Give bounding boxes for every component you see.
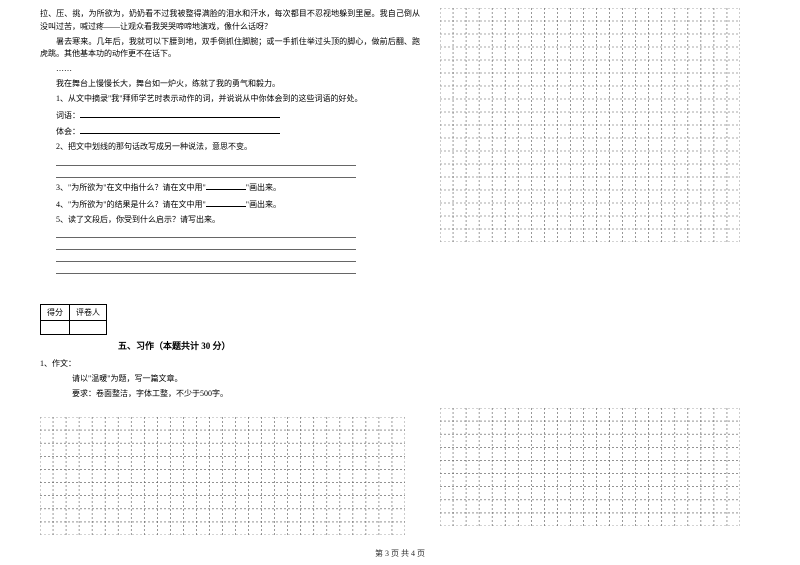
answer-line	[56, 228, 356, 238]
q1-feeling: 体会：	[40, 124, 420, 139]
right-column	[440, 8, 750, 535]
question-5: 5、读了文段后，你受到什么启示？请写出来。	[40, 214, 420, 227]
passage-p3: ……	[40, 63, 420, 76]
score-cell	[41, 321, 70, 335]
left-column: 拉、压、挑，为所欲为，奶奶看不过我被整得满脸的泪水和汗水，每次都目不忍视地躲到里…	[40, 8, 420, 535]
answer-line	[56, 252, 356, 262]
blank-line	[80, 108, 280, 118]
wave-mark	[206, 197, 246, 207]
score-label: 得分	[41, 305, 70, 321]
section-5-title: 五、习作（本题共计 30 分）	[118, 339, 420, 352]
q1-label1: 词语：	[56, 111, 80, 120]
writing-grid-bottom-right	[440, 408, 750, 526]
writing-grid-bottom-left	[40, 417, 420, 535]
passage-p2: 暑去寒来。几年后，我就可以下腰到地，双手倒抓住脚腕；或一手抓住举过头顶的脚心，做…	[40, 36, 420, 62]
passage-p4: 我在舞台上慢慢长大，舞台如一炉火，练就了我的勇气和毅力。	[40, 78, 420, 91]
q1-words: 词语：	[40, 108, 420, 123]
answer-line	[56, 156, 356, 166]
page-footer: 第 3 页 共 4 页	[0, 548, 800, 559]
question-4: 4、"为所欲为"的结果是什么？请在文中用""画出来。	[40, 197, 420, 212]
q1-label2: 体会：	[56, 127, 80, 136]
reviewer-label: 评卷人	[70, 305, 107, 321]
question-1: 1、从文中摘录"我"拜师学艺时表示动作的词，并说说从中你体会到的这些词语的好处。	[40, 93, 420, 106]
blank-line	[80, 124, 280, 134]
question-3: 3、"为所欲为"在文中指什么？请在文中用""画出来。	[40, 180, 420, 195]
answer-line	[56, 264, 356, 274]
score-box: 得分 评卷人	[40, 304, 420, 335]
composition-item: 1、作文：	[40, 358, 420, 371]
passage-p1: 拉、压、挑，为所欲为，奶奶看不过我被整得满脸的泪水和汗水，每次都目不忍视地躲到里…	[40, 8, 420, 34]
reviewer-cell	[70, 321, 107, 335]
writing-grid-top-right	[440, 8, 750, 242]
composition-req1: 请以"温暖"为题，写一篇文章。	[40, 373, 420, 386]
answer-line	[56, 168, 356, 178]
composition-req2: 要求：卷面整洁，字体工整，不少于500字。	[40, 388, 420, 401]
answer-line	[56, 240, 356, 250]
underline-mark	[206, 180, 246, 190]
question-2: 2、把文中划线的那句话改写成另一种说法，意思不变。	[40, 141, 420, 154]
